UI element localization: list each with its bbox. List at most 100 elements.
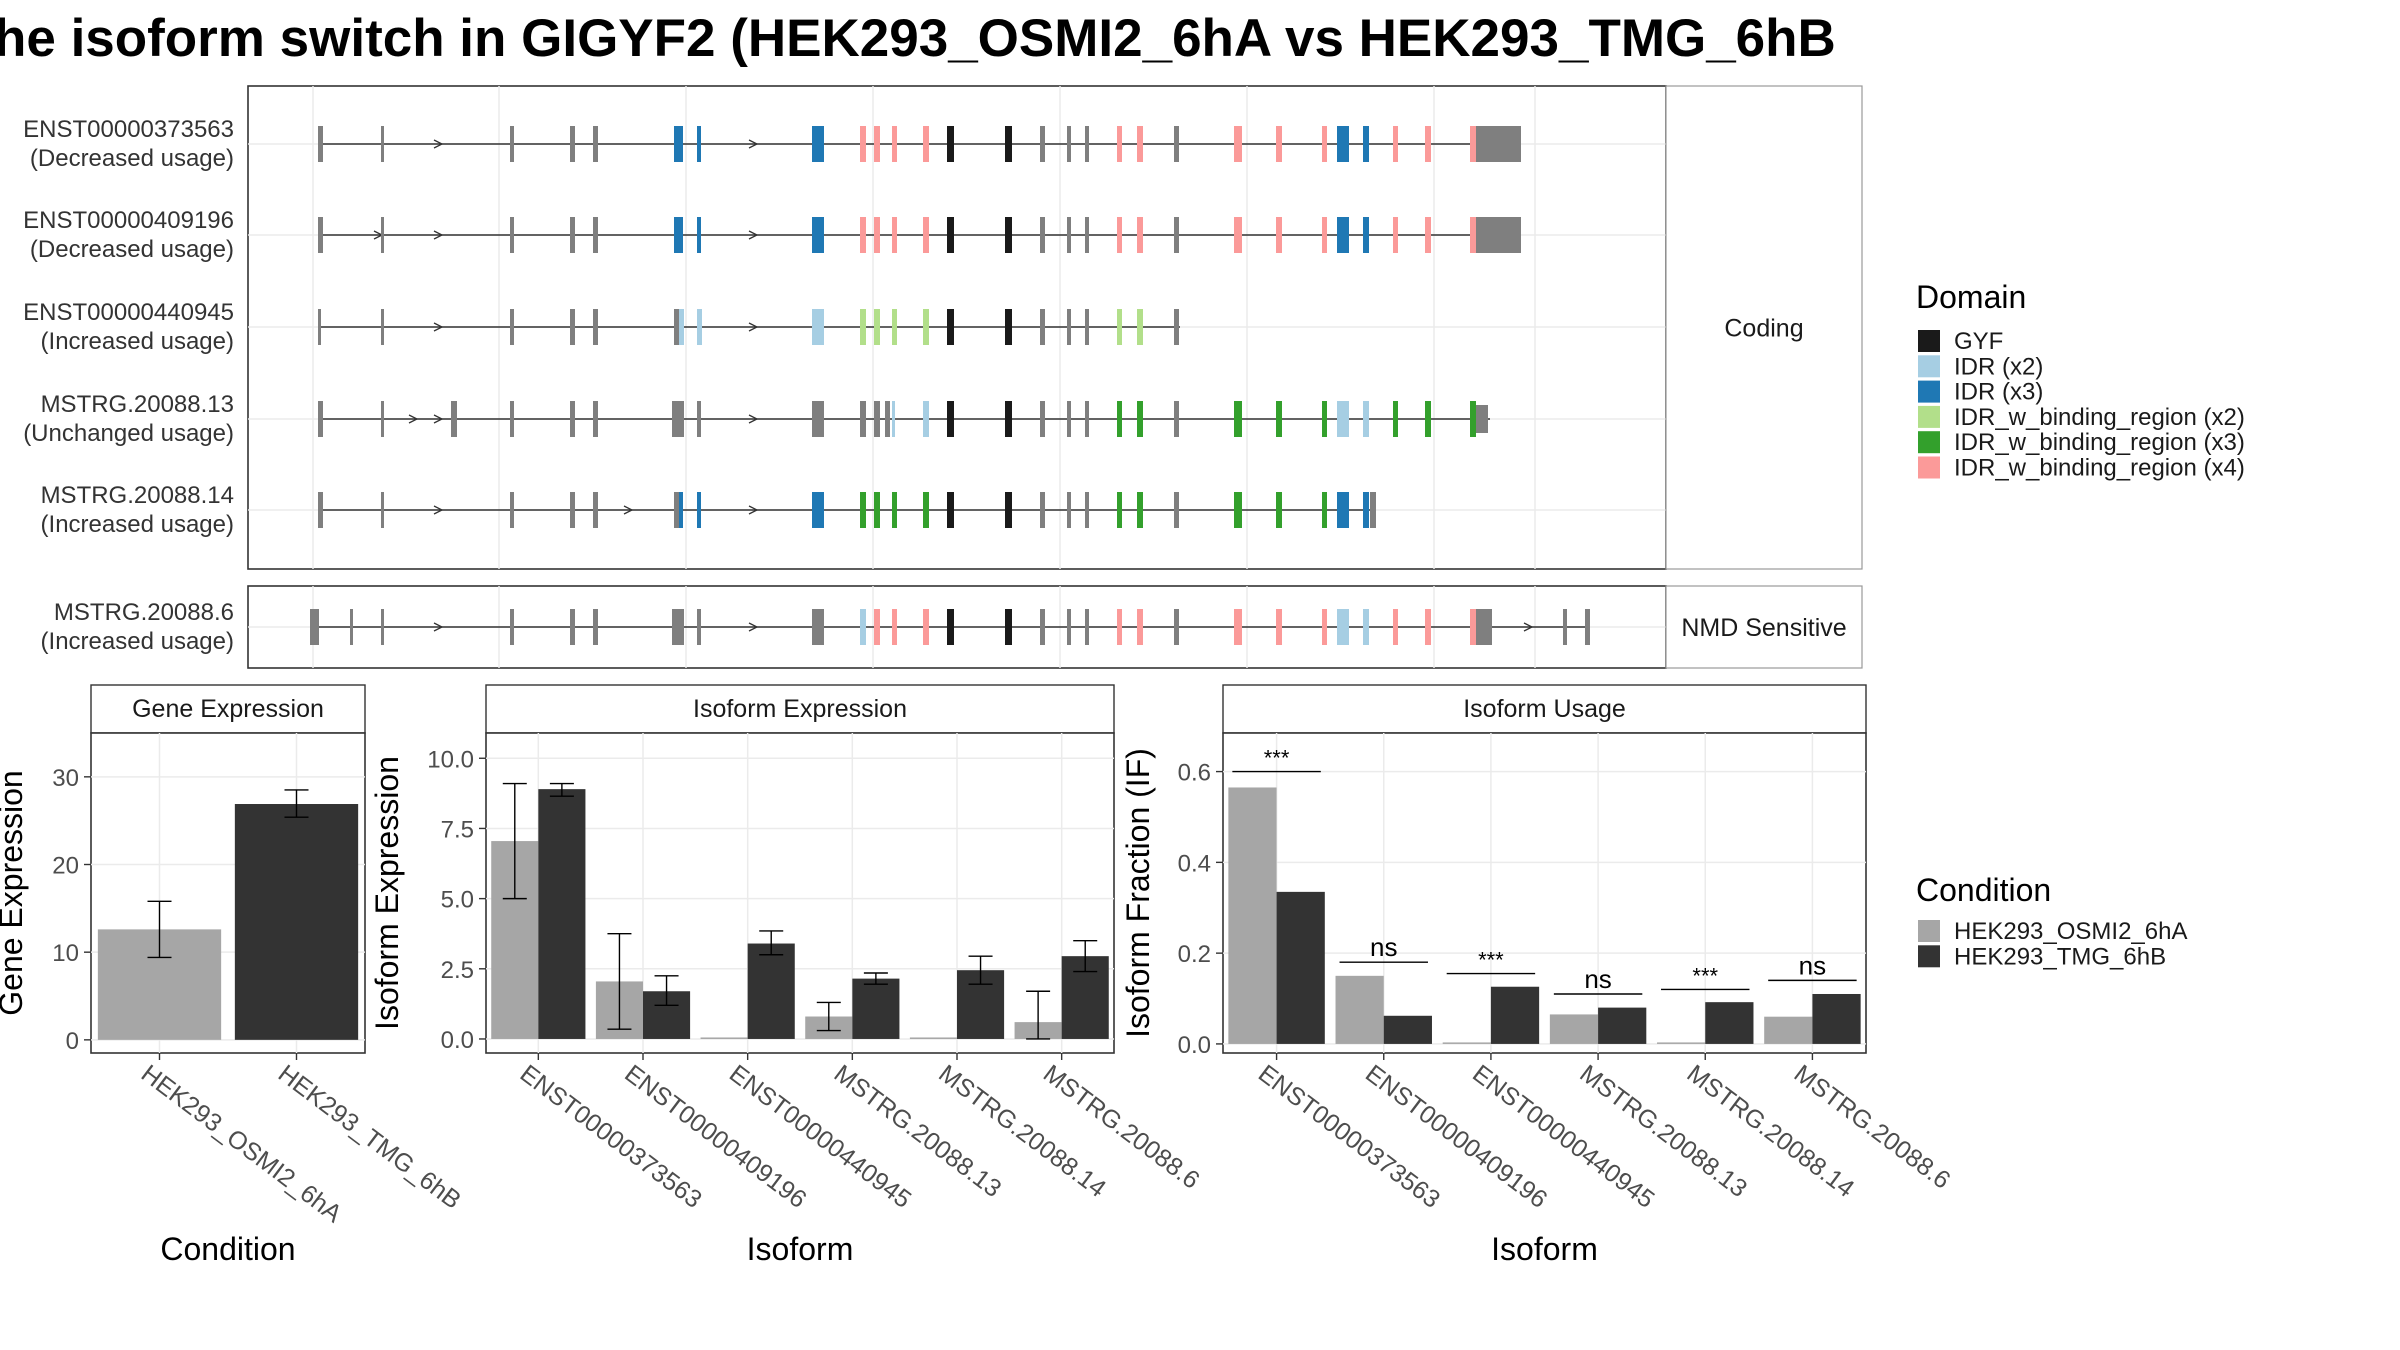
exon-block <box>1234 401 1242 437</box>
exon-block <box>1370 492 1376 528</box>
chart-title: Isoform Usage <box>1463 695 1626 723</box>
exon-block <box>697 492 701 528</box>
exon-block <box>510 126 514 162</box>
y-tick-label: 0.6 <box>1178 760 1211 787</box>
exon-block <box>1276 492 1282 528</box>
x-tick-label: ENST00000373563 <box>515 1059 707 1214</box>
exon-block <box>1067 401 1071 437</box>
exon-block <box>923 126 929 162</box>
figure-title: he isoform switch in GIGYF2 (HEK293_OSMI… <box>0 9 1836 68</box>
exon-block <box>812 401 824 437</box>
isoform-id-label: ENST00000440945 <box>23 299 234 326</box>
bar <box>1657 1042 1706 1044</box>
isoform-usage-label: (Increased usage) <box>41 511 234 538</box>
exon-block <box>674 217 683 253</box>
domain-legend-title: Domain <box>1916 279 2026 315</box>
exon-block <box>674 492 681 528</box>
y-tick-label: 7.5 <box>441 816 474 843</box>
bar <box>852 978 900 1039</box>
strand-arrow <box>748 414 759 424</box>
y-tick-label: 10 <box>52 940 79 967</box>
exon-block <box>1085 401 1089 437</box>
exon-block <box>1117 126 1122 162</box>
x-axis-label: Isoform <box>1491 1231 1598 1267</box>
exon-block <box>570 609 575 645</box>
isoform-id-label: MSTRG.20088.13 <box>41 391 234 418</box>
exon-block <box>1393 609 1398 645</box>
exon-block <box>1005 401 1012 437</box>
bar <box>1549 1014 1599 1044</box>
exon-block <box>874 609 880 645</box>
y-tick-label: 0.0 <box>1178 1032 1211 1059</box>
exon-block <box>1363 609 1369 645</box>
exon-block <box>1005 492 1012 528</box>
exon-block <box>593 609 598 645</box>
exon-block <box>1234 492 1242 528</box>
x-tick-label: ENST00000409196 <box>619 1059 811 1214</box>
isoform-usage-label: (Decreased usage) <box>30 145 234 172</box>
exon-block <box>570 401 575 437</box>
exon-block <box>1393 401 1398 437</box>
exon-block <box>1337 609 1349 645</box>
y-tick-label: 30 <box>52 765 79 792</box>
exon-block <box>923 309 929 345</box>
exon-block <box>674 309 679 345</box>
significance-label: *** <box>1478 948 1504 973</box>
y-tick-label: 0.4 <box>1178 850 1211 877</box>
strand-arrow <box>748 622 759 632</box>
exon-block <box>885 401 890 437</box>
exon-block <box>923 217 929 253</box>
isoform-id-label: MSTRG.20088.14 <box>41 482 234 509</box>
domain-legend-label: IDR_w_binding_region (x3) <box>1954 429 2245 456</box>
exon-block <box>510 609 514 645</box>
exon-block <box>1117 401 1122 437</box>
exon-block <box>860 309 866 345</box>
exon-block <box>1363 217 1369 253</box>
exon-block <box>318 126 323 162</box>
exon-block <box>1470 217 1476 253</box>
chart-title: Gene Expression <box>132 695 324 723</box>
exon-block <box>381 609 384 645</box>
exon-block <box>1174 217 1179 253</box>
exon-block <box>697 126 701 162</box>
exon-block <box>1322 609 1327 645</box>
exon-block <box>1085 217 1089 253</box>
exon-block <box>593 217 598 253</box>
exon-block <box>860 217 866 253</box>
strand-arrow <box>408 414 419 424</box>
exon-block <box>672 401 684 437</box>
exon-block <box>697 309 702 345</box>
exon-block <box>892 126 897 162</box>
exon-block <box>892 309 897 345</box>
exon-block <box>679 309 684 345</box>
exon-block <box>510 309 514 345</box>
exon-block <box>947 126 954 162</box>
exon-block <box>1337 492 1349 528</box>
exon-block <box>697 609 701 645</box>
exon-block <box>1476 405 1488 433</box>
exon-block <box>1117 609 1122 645</box>
condition-legend-key <box>1918 920 1940 942</box>
exon-block <box>1005 609 1012 645</box>
exon-block <box>947 492 954 528</box>
exon-block <box>381 401 384 437</box>
exon-block <box>381 126 384 162</box>
exon-block <box>1322 492 1327 528</box>
y-axis-label: Gene Expression <box>0 770 29 1015</box>
domain-legend-key <box>1918 380 1940 403</box>
domain-legend-key <box>1918 405 1940 428</box>
exon-block <box>381 217 384 253</box>
exon-block <box>570 309 575 345</box>
isoform-usage-label: (Decreased usage) <box>30 236 234 263</box>
exon-block <box>1117 309 1122 345</box>
exon-block <box>1174 126 1179 162</box>
exon-block <box>1085 609 1089 645</box>
bar <box>1705 1002 1754 1044</box>
chart-panel <box>485 732 1115 1054</box>
exon-block <box>892 492 897 528</box>
chart-strip <box>485 684 1115 734</box>
strand-arrow <box>433 230 444 240</box>
